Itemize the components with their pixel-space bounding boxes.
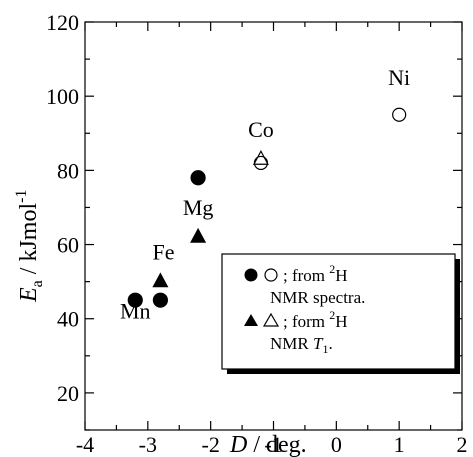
open-circle-point xyxy=(392,107,407,122)
x-tick-label: 2 xyxy=(457,432,468,457)
y-tick-label: 100 xyxy=(46,84,79,109)
y-tick-label: 80 xyxy=(57,158,79,183)
open-circle-point xyxy=(253,155,269,171)
x-axis-label: D / deg. xyxy=(229,432,307,457)
x-tick-label: -2 xyxy=(202,432,220,457)
legend-box xyxy=(221,253,456,370)
y-axis-label: Ea / kJmol-1 xyxy=(13,190,46,303)
legend-filled-circle-marker xyxy=(244,268,258,282)
filled-circle-point xyxy=(152,292,168,308)
legend-entry-1-line-2: NMR spectra. xyxy=(270,288,365,307)
x-tick-label: -4 xyxy=(76,432,94,457)
legend: ; from 2H NMR spectra. ; form 2H NMR T1. xyxy=(221,253,460,374)
data-points xyxy=(127,107,407,308)
y-tick-label: 20 xyxy=(57,381,79,406)
filled-circle-point xyxy=(190,170,206,186)
filled-triangle-point xyxy=(152,272,169,288)
legend-entry-1-line-1: ; from 2H xyxy=(283,262,348,285)
y-tick-label: 40 xyxy=(57,307,79,332)
x-tick-label: 1 xyxy=(394,432,405,457)
y-tick-label: 60 xyxy=(57,233,79,258)
legend-filled-triangle-marker xyxy=(244,314,258,326)
point-label: Ni xyxy=(388,65,410,90)
point-annotations: Mn Fe Mg Co Ni xyxy=(120,65,410,324)
point-label: Mg xyxy=(183,195,214,220)
point-label: Co xyxy=(248,117,274,142)
point-label: Fe xyxy=(153,239,175,264)
filled-circle-point xyxy=(127,292,143,308)
legend-entry-2-line-1: ; form 2H xyxy=(283,308,348,331)
point-label: Mn xyxy=(120,299,151,324)
x-tick-label: -1 xyxy=(264,432,282,457)
filled-triangle-point xyxy=(190,227,207,243)
legend-open-triangle-marker xyxy=(262,312,280,327)
legend-open-circle-marker xyxy=(264,268,278,282)
axis-ticks xyxy=(84,21,463,431)
open-triangle-point xyxy=(252,149,269,165)
y-tick-label: 120 xyxy=(46,10,79,35)
x-tick-label: -3 xyxy=(139,432,157,457)
x-tick-label: 0 xyxy=(331,432,342,457)
legend-entry-2-line-2: NMR T1. xyxy=(270,334,333,356)
tick-labels: -4 -3 -2 -1 0 1 2 20 40 60 80 100 120 xyxy=(46,10,468,457)
